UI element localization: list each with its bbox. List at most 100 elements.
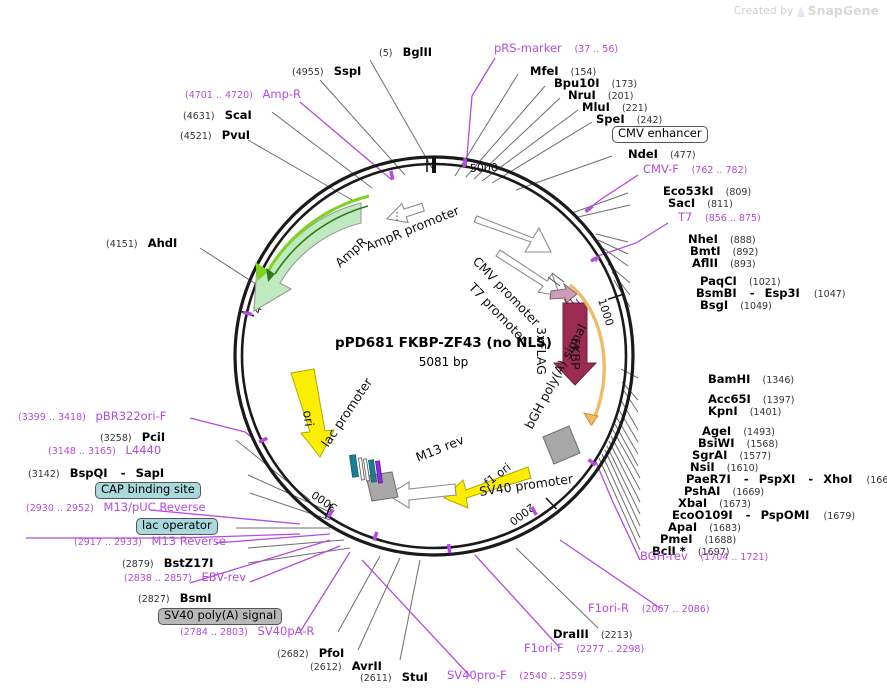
feature-callout-cmv-enhancer[interactable]: CMV enhancer bbox=[612, 126, 708, 143]
site-bpu10i[interactable]: Bpu10I (173) bbox=[554, 74, 637, 90]
site-bmti[interactable]: BmtI (892) bbox=[690, 242, 758, 258]
site-position: (888) bbox=[729, 235, 756, 246]
site-position: (1679) bbox=[823, 511, 856, 522]
site-name-alt: PspXI bbox=[758, 472, 796, 486]
site-nsii[interactable]: NsiI (1610) bbox=[690, 458, 758, 474]
primer-f1ori-r[interactable]: F1ori-R (2067 .. 2086) bbox=[588, 602, 710, 615]
primer-name: BGH-rev bbox=[640, 549, 688, 563]
site-ahdi[interactable]: (4151) AhdI bbox=[106, 234, 177, 250]
site-bspqi-sapi[interactable]: (3142) BspQI - SapI bbox=[28, 466, 165, 480]
site-xbai[interactable]: XbaI (1673) bbox=[678, 494, 751, 510]
feature-callout-sv40-polya[interactable]: SV40 poly(A) signal bbox=[158, 608, 283, 625]
primer-range: (2067 .. 2086) bbox=[641, 604, 710, 615]
site-position: (2612) bbox=[310, 662, 342, 673]
primer-l4440[interactable]: (3148 .. 3165) L4440 bbox=[48, 443, 162, 457]
primer-sv40pro-f[interactable]: SV40pro-F (2540 .. 2559) bbox=[447, 669, 587, 682]
site-stui[interactable]: (2611) StuI bbox=[360, 668, 428, 684]
watermark-prefix: Created by bbox=[733, 4, 794, 17]
site-paer7i-pspxi-xhoi[interactable]: PaeR7I - PspXI - XhoI (1667) bbox=[686, 470, 887, 486]
primer-range: (37 .. 56) bbox=[574, 44, 619, 55]
feature-f1-ori bbox=[443, 466, 532, 509]
primer-m13-puc-reverse[interactable]: (2930 .. 2952) M13/pUC Reverse bbox=[26, 501, 206, 514]
site-position: (1568) bbox=[746, 439, 779, 450]
primer-pbr322ori-f[interactable]: (3399 .. 3418) pBR322ori-F bbox=[18, 410, 166, 423]
site-draiii[interactable]: DraIII (2213) bbox=[553, 625, 633, 641]
site-name: EcoO109I bbox=[672, 508, 733, 522]
site-name: ScaI bbox=[224, 108, 252, 122]
site-pvui[interactable]: (4521) PvuI bbox=[180, 126, 250, 142]
primer-sv40pa-r[interactable]: (2784 .. 2803) SV40pA-R bbox=[180, 625, 314, 638]
site-sspi[interactable]: (4955) SspI bbox=[292, 62, 361, 78]
site-name: AflII bbox=[692, 256, 718, 270]
feature-cmv-promoter bbox=[473, 215, 552, 253]
site-acc65i[interactable]: Acc65I (1397) bbox=[708, 390, 795, 406]
site-agei[interactable]: AgeI (1493) bbox=[702, 422, 775, 438]
site-eco53ki[interactable]: Eco53kI (809) bbox=[663, 182, 751, 198]
feature-callout-lac-operator[interactable]: lac operator bbox=[136, 518, 218, 535]
site-paqci[interactable]: PaqCI (1021) bbox=[700, 272, 781, 288]
svg-text:FKBP: FKBP bbox=[568, 338, 583, 370]
site-pshai[interactable]: PshAI (1669) bbox=[684, 482, 764, 498]
site-name: PaqCI bbox=[700, 274, 737, 288]
primer-prs-marker[interactable]: pRS-marker (37 .. 56) bbox=[494, 42, 619, 55]
site-bsiwi[interactable]: BsiWI (1568) bbox=[698, 434, 778, 450]
site-sgrai[interactable]: SgrAI (1577) bbox=[692, 446, 771, 462]
site-ecoo109i-pspomi[interactable]: EcoO109I - PspOMI (1679) bbox=[672, 508, 856, 522]
site-bstz17i[interactable]: (2879) BstZ17I bbox=[122, 554, 213, 570]
primer-name: Amp-R bbox=[262, 87, 302, 101]
site-pmei[interactable]: PmeI (1688) bbox=[660, 530, 736, 546]
leader-lines-topleft bbox=[199, 59, 433, 289]
primer-amp-r[interactable]: (4701 .. 4720) Amp-R bbox=[185, 87, 302, 101]
site-bsmi[interactable]: (2827) BsmI bbox=[138, 589, 212, 605]
site-bglii[interactable]: (5) BglII bbox=[379, 43, 432, 59]
site-name: AhdI bbox=[147, 236, 178, 250]
site-aflii[interactable]: AflII (893) bbox=[692, 254, 756, 270]
leader-lines-primer-right-lower bbox=[595, 461, 641, 561]
svg-text:3000: 3000 bbox=[309, 488, 339, 514]
site-apai[interactable]: ApaI (1683) bbox=[668, 518, 741, 534]
site-spei[interactable]: SpeI (242) bbox=[596, 110, 662, 126]
primer-bgh-rev[interactable]: BGH-rev (1704 .. 1721) bbox=[640, 549, 768, 563]
site-ndei[interactable]: NdeI (477) bbox=[628, 145, 696, 161]
site-mfei[interactable]: MfeI (154) bbox=[530, 62, 596, 78]
site-nhei[interactable]: NheI (888) bbox=[688, 230, 756, 246]
feature-callout-cap-binding-site[interactable]: CAP binding site bbox=[95, 482, 201, 499]
site-bamhi[interactable]: BamHI (1346) bbox=[708, 370, 794, 386]
site-position: (2879) bbox=[122, 559, 154, 570]
site-name: DraIII bbox=[553, 627, 589, 641]
primer-t7[interactable]: T7 (856 .. 875) bbox=[678, 211, 761, 224]
primer-m13-reverse[interactable]: (2917 .. 2933) M13 Reverse bbox=[74, 534, 226, 548]
site-avrii[interactable]: (2612) AvrII bbox=[310, 657, 382, 673]
site-kpni[interactable]: KpnI (1401) bbox=[708, 402, 781, 418]
site-name: NdeI bbox=[628, 147, 658, 161]
site-name-alt2: XhoI bbox=[823, 472, 853, 486]
primer-ebv-rev[interactable]: (2838 .. 2857) EBV-rev bbox=[124, 571, 246, 584]
site-position: (5) bbox=[379, 48, 393, 59]
site-name: BmtI bbox=[690, 244, 721, 258]
primer-name: M13 Reverse bbox=[151, 534, 226, 548]
svg-text:lac promoter: lac promoter bbox=[318, 374, 376, 449]
primer-cmv-f[interactable]: CMV-F (762 .. 782) bbox=[643, 163, 747, 176]
site-saci[interactable]: SacI (811) bbox=[668, 194, 733, 210]
primer-range: (3399 .. 3418) bbox=[18, 412, 86, 423]
site-position: (4521) bbox=[180, 131, 212, 142]
site-position: (1346) bbox=[762, 375, 795, 386]
site-nrui[interactable]: NruI (201) bbox=[568, 86, 633, 102]
primer-name: L4440 bbox=[125, 443, 162, 457]
primer-name: F1ori-F bbox=[524, 641, 564, 655]
site-pcii[interactable]: (3258) PciI bbox=[100, 428, 165, 444]
site-scai[interactable]: (4631) ScaI bbox=[183, 106, 252, 122]
site-position: (1610) bbox=[726, 463, 759, 474]
site-bcli[interactable]: BclI * (1697) bbox=[652, 542, 730, 558]
site-position: (4151) bbox=[106, 239, 138, 250]
site-mlui[interactable]: MluI (221) bbox=[582, 98, 648, 114]
site-position: (1683) bbox=[709, 523, 741, 534]
site-bsgi[interactable]: BsgI (1049) bbox=[700, 296, 772, 312]
site-position: (1047) bbox=[813, 289, 846, 300]
site-name: BsmI bbox=[179, 591, 212, 605]
site-pfoi[interactable]: (2682) PfoI bbox=[277, 644, 344, 660]
primer-f1ori-f[interactable]: F1ori-F (2277 .. 2298) bbox=[524, 641, 644, 655]
site-name: PmeI bbox=[660, 532, 693, 546]
site-bsmbi-esp3i[interactable]: BsmBI - Esp3I (1047) bbox=[696, 286, 846, 300]
site-name: NruI bbox=[568, 88, 596, 102]
